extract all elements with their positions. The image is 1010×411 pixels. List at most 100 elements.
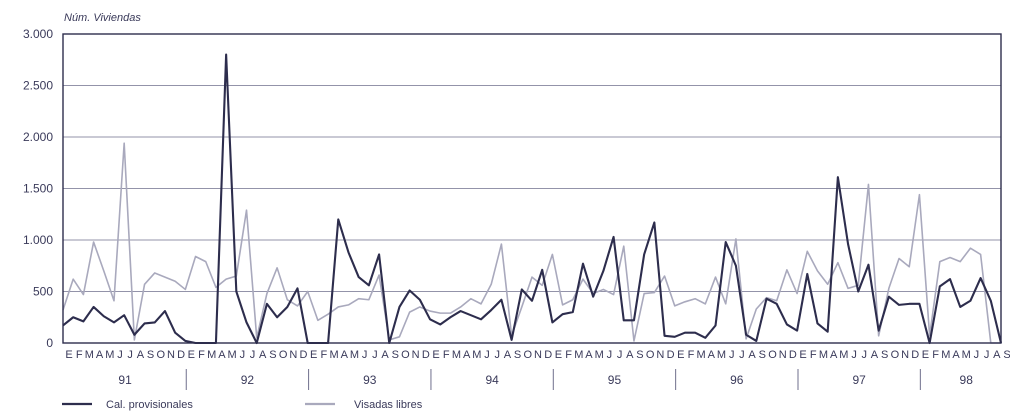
month-tick-label: D [544, 349, 552, 361]
month-tick-label: A [626, 349, 634, 361]
month-tick-label: D [422, 349, 430, 361]
year-tick-label: 96 [730, 373, 744, 387]
legend-label-visadas-libres: Visadas libres [354, 399, 423, 411]
month-tick-label: S [147, 349, 154, 361]
month-tick-label: A [585, 349, 593, 361]
month-tick-label: O [646, 349, 655, 361]
month-tick-label: J [739, 349, 745, 361]
month-tick-label: E [188, 349, 195, 361]
month-tick-label: F [810, 349, 817, 361]
month-tick-label: E [677, 349, 684, 361]
y-tick-label: 2.500 [23, 79, 53, 93]
plot-frame [62, 33, 1002, 344]
month-tick-label: F [565, 349, 572, 361]
month-tick-label: N [901, 349, 909, 361]
month-tick-label: A [137, 349, 145, 361]
month-tick-label: M [350, 349, 359, 361]
series-line-cal-provisionales [62, 53, 1003, 345]
month-tick-label: D [177, 349, 185, 361]
month-tick-label: A [259, 349, 267, 361]
month-tick-label: J [617, 349, 623, 361]
month-tick-label: A [952, 349, 960, 361]
month-tick-label: A [381, 349, 389, 361]
month-tick-label: M [819, 349, 828, 361]
month-tick-label: A [830, 349, 838, 361]
month-tick-label: M [330, 349, 339, 361]
month-tick-label: N [412, 349, 420, 361]
month-tick-label: N [656, 349, 664, 361]
month-tick-label: M [105, 349, 114, 361]
y-tick-labels: 0 500 1.000 1.500 2.000 2.500 3.000 [23, 27, 53, 350]
month-tick-label: A [748, 349, 756, 361]
month-tick-label: M [697, 349, 706, 361]
month-tick-label: E [432, 349, 439, 361]
month-tick-label: J [250, 349, 256, 361]
year-tick-label: 94 [485, 373, 499, 387]
month-tick-label: S [269, 349, 276, 361]
month-tick-label: M [85, 349, 94, 361]
month-tick-label: S [514, 349, 521, 361]
month-tick-label: D [667, 349, 675, 361]
month-tick-label: E [65, 349, 72, 361]
month-tick-label: A [708, 349, 716, 361]
y-tick-label: 2.000 [23, 130, 53, 144]
month-tick-label: F [76, 349, 83, 361]
y-axis-title: Núm. Viviendas [64, 12, 141, 24]
month-tick-label: A [96, 349, 104, 361]
month-tick-label: J [862, 349, 868, 361]
month-tick-label: O [156, 349, 165, 361]
month-tick-label: F [688, 349, 695, 361]
month-tick-label: M [472, 349, 481, 361]
series-lines [62, 53, 1003, 345]
month-tick-label: O [401, 349, 410, 361]
month-tick-label: M [839, 349, 848, 361]
year-tick-label: 92 [241, 373, 255, 387]
month-tick-label: M [717, 349, 726, 361]
month-tick-label: M [574, 349, 583, 361]
month-tick-label: J [372, 349, 378, 361]
y-tick-label: 1.000 [23, 233, 53, 247]
legend: Cal. provisionales Visadas libres [62, 399, 423, 411]
month-tick-label: N [289, 349, 297, 361]
month-tick-label: O [768, 349, 777, 361]
month-tick-label: O [279, 349, 288, 361]
month-tick-label: J [127, 349, 133, 361]
month-tick-label: A [871, 349, 879, 361]
y-tick-label: 500 [33, 285, 53, 299]
month-tick-label: E [922, 349, 929, 361]
month-tick-label: A [341, 349, 349, 361]
month-tick-label: J [729, 349, 735, 361]
month-tick-label: F [932, 349, 939, 361]
month-tick-label: M [595, 349, 604, 361]
y-tick-label: 0 [46, 336, 53, 350]
month-tick-label: S [759, 349, 766, 361]
month-tick-label: D [300, 349, 308, 361]
month-tick-label: J [851, 349, 857, 361]
month-tick-label: M [941, 349, 950, 361]
year-tick-label: 98 [960, 373, 974, 387]
month-tick-label: E [310, 349, 317, 361]
month-tick-label: M [962, 349, 971, 361]
legend-label-cal-provisionales: Cal. provisionales [106, 399, 193, 411]
month-tick-label: F [198, 349, 205, 361]
month-tick-label: J [974, 349, 980, 361]
month-tick-label: S [1003, 349, 1010, 361]
month-tick-label: A [504, 349, 512, 361]
month-tick-label: J [607, 349, 613, 361]
y-tick-label: 1.500 [23, 182, 53, 196]
y-tick-label: 3.000 [23, 27, 53, 41]
month-tick-label: S [881, 349, 888, 361]
month-tick-label: A [993, 349, 1001, 361]
month-tick-label: J [240, 349, 246, 361]
month-tick-label: O [524, 349, 533, 361]
month-tick-label: N [167, 349, 175, 361]
year-tick-label: 97 [852, 373, 866, 387]
month-tick-label: S [392, 349, 399, 361]
month-tick-label: E [555, 349, 562, 361]
month-tick-label: E [799, 349, 806, 361]
month-tick-label: N [534, 349, 542, 361]
month-tick-label: J [984, 349, 990, 361]
month-tick-label: J [494, 349, 500, 361]
